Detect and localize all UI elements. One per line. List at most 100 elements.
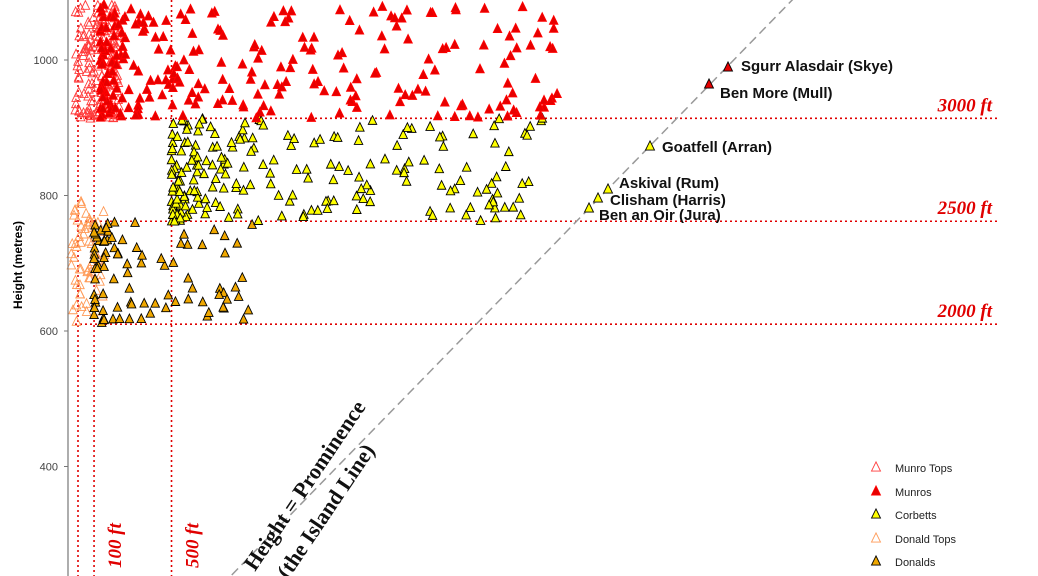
data-point-munros xyxy=(108,11,119,22)
data-point-corbetts xyxy=(472,186,483,197)
data-point-corbetts xyxy=(186,154,197,165)
data-point-munros xyxy=(98,11,109,22)
data-point-munros xyxy=(510,22,521,33)
data-point-munros xyxy=(217,94,228,105)
data-point-corbetts xyxy=(489,120,500,131)
data-point-munros xyxy=(217,73,228,84)
data-point-munros xyxy=(449,110,460,122)
data-point-munros xyxy=(238,101,249,112)
data-point-munros xyxy=(115,107,126,118)
data-point-munros xyxy=(402,4,412,15)
data-point-corbetts xyxy=(525,120,536,131)
data-point-corbetts xyxy=(172,130,183,142)
data-point-donald-tops xyxy=(68,251,79,262)
data-point-donald-tops xyxy=(75,288,86,299)
data-point-corbetts xyxy=(202,201,213,212)
data-point-munros xyxy=(425,6,436,17)
data-point-munros xyxy=(134,92,145,103)
summit-label: Ben More (Mull) xyxy=(720,85,833,102)
data-point-donald-tops xyxy=(76,300,87,312)
data-point-corbetts xyxy=(167,208,178,219)
data-point-corbetts xyxy=(235,133,246,144)
data-point-corbetts xyxy=(427,209,438,220)
data-point-corbetts xyxy=(182,136,193,147)
annotated-summit-marker xyxy=(703,77,715,89)
data-point-munros xyxy=(464,110,475,121)
data-point-munros xyxy=(275,61,286,72)
data-point-donald-tops xyxy=(72,214,83,225)
data-point-donalds xyxy=(238,313,249,324)
data-point-donalds xyxy=(182,238,193,249)
data-point-donalds xyxy=(117,234,128,245)
data-point-munro-tops xyxy=(85,112,96,123)
data-point-munros xyxy=(172,61,183,72)
reference-lines xyxy=(75,0,998,576)
data-point-munros xyxy=(384,109,395,120)
data-point-donalds xyxy=(98,304,109,315)
data-point-munros xyxy=(152,74,163,85)
data-point-donalds xyxy=(89,301,100,313)
data-point-corbetts xyxy=(172,193,183,204)
data-point-corbetts xyxy=(332,131,343,142)
data-point-donalds xyxy=(114,312,125,324)
data-point-munro-tops xyxy=(83,78,94,89)
data-point-corbetts xyxy=(193,159,204,170)
data-point-munros xyxy=(432,110,443,121)
data-point-munros xyxy=(246,66,257,77)
data-point-munro-tops xyxy=(78,28,89,40)
y-tick-label: 600 xyxy=(40,326,58,338)
data-point-munro-tops xyxy=(84,18,95,30)
data-point-corbetts xyxy=(301,163,312,174)
data-point-corbetts xyxy=(258,119,269,130)
data-point-corbetts xyxy=(514,192,525,203)
data-point-donalds xyxy=(197,238,208,250)
data-point-munros xyxy=(120,48,131,59)
legend-label: Donald Tops xyxy=(895,534,956,546)
data-point-corbetts xyxy=(392,139,403,150)
data-point-corbetts xyxy=(258,158,269,169)
data-point-corbetts xyxy=(226,136,237,147)
data-point-munros xyxy=(150,31,161,42)
data-point-donalds xyxy=(136,257,147,268)
data-point-donalds xyxy=(230,281,241,292)
data-point-munros xyxy=(153,43,164,54)
data-point-munros xyxy=(252,88,263,99)
data-point-munros xyxy=(110,102,121,113)
data-point-corbetts xyxy=(220,168,231,179)
data-point-corbetts xyxy=(484,199,495,210)
annotated-summit-marker xyxy=(602,182,614,194)
data-point-munro-tops xyxy=(72,60,83,71)
data-point-corbetts xyxy=(210,172,221,183)
data-point-corbetts xyxy=(492,187,503,198)
data-point-munros xyxy=(393,82,404,93)
data-point-donalds xyxy=(90,273,101,284)
data-point-munros xyxy=(495,100,506,111)
data-point-corbetts xyxy=(334,160,345,171)
data-point-munros xyxy=(548,22,559,33)
data-point-munros xyxy=(335,4,345,15)
data-point-munros xyxy=(187,27,198,38)
data-point-munros xyxy=(185,3,196,14)
data-point-corbetts xyxy=(175,212,186,223)
data-point-munros xyxy=(532,27,543,38)
data-point-corbetts xyxy=(238,184,249,195)
data-point-munros xyxy=(258,99,269,111)
data-point-munros xyxy=(449,38,460,49)
data-point-donald-tops xyxy=(85,216,96,227)
data-point-corbetts xyxy=(168,181,179,192)
data-point-munros xyxy=(507,87,518,98)
data-point-munros xyxy=(400,89,411,100)
data-point-munros xyxy=(274,88,285,99)
data-point-munros xyxy=(175,8,186,19)
data-point-corbetts xyxy=(167,128,178,139)
data-point-munros xyxy=(307,63,318,74)
data-point-donalds xyxy=(99,235,110,246)
data-point-munros xyxy=(157,89,168,100)
prominence-line-label: 100 ft xyxy=(105,522,126,568)
island-line xyxy=(229,0,794,576)
data-point-munros xyxy=(237,58,248,69)
data-point-munros xyxy=(344,14,355,25)
data-point-corbetts xyxy=(253,214,264,225)
data-point-corbetts xyxy=(287,189,298,200)
data-point-munro-tops xyxy=(73,71,84,82)
